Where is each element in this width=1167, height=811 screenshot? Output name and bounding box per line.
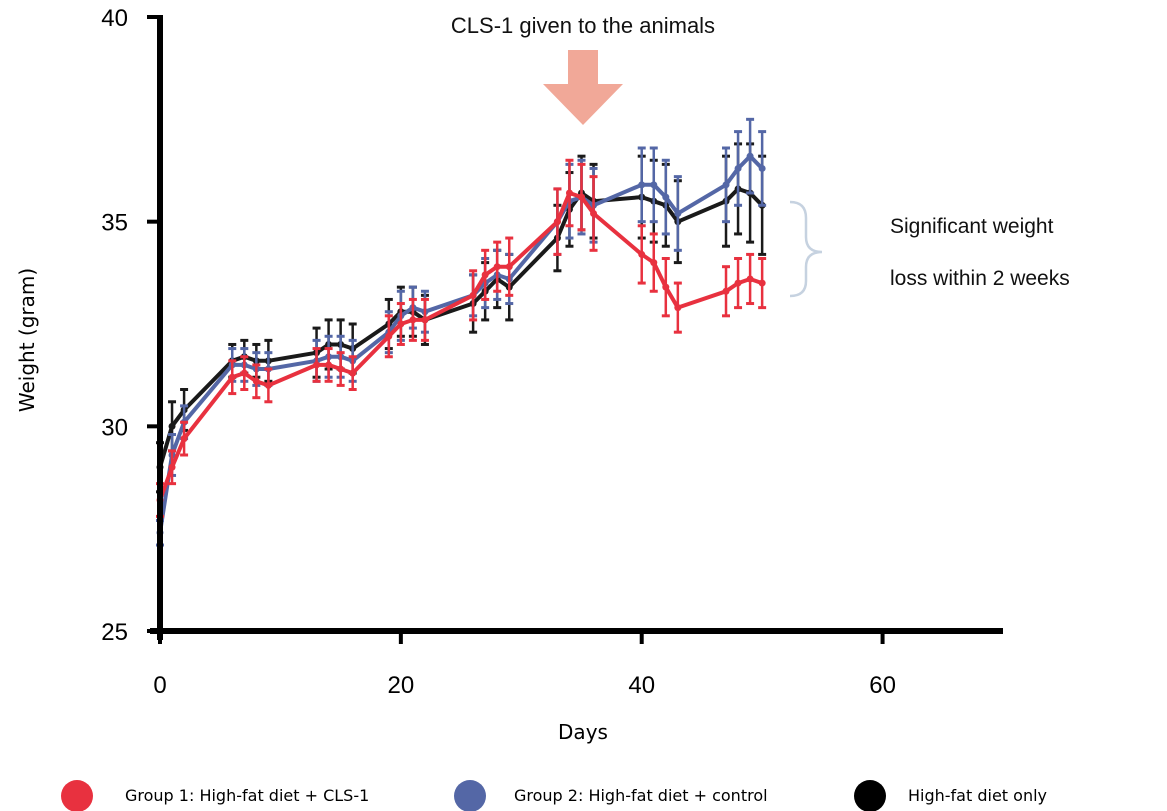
data-point [421,316,429,324]
data-point [469,291,477,299]
data-point [638,250,646,258]
series-3 [156,158,767,518]
tick-labels: 25 30 35 40 0 20 40 60 [101,5,896,699]
data-point [746,275,754,283]
data-point [662,283,670,291]
arrow-annotation-text: CLS-1 given to the animals [451,13,715,38]
x-tick-label: 60 [869,672,896,699]
data-point [722,287,730,295]
data-point [662,193,670,201]
data-point [385,332,393,340]
data-point [168,422,176,430]
data-point [565,189,573,197]
series-line [158,191,763,501]
data-point [240,369,248,377]
data-point [313,361,321,369]
data-point [758,279,766,287]
data-point [505,263,513,271]
data-point [674,304,682,312]
data-point [638,181,646,189]
data-point [325,361,333,369]
data-point [168,463,176,471]
legend-label: Group 1: High-fat diet + CLS-1 [125,786,369,805]
series-1 [156,142,767,494]
data-point [650,259,658,267]
right-brace-icon [789,200,823,298]
y-tick-label: 35 [101,210,128,237]
data-point [397,320,405,328]
data-point [409,316,417,324]
data-point [493,263,501,271]
legend-marker [454,780,486,811]
series-line [158,186,764,468]
data-point [180,435,188,443]
y-tick-label: 40 [101,5,128,32]
data-point [590,209,598,217]
data-point [722,181,730,189]
legend: Group 1: High-fat diet + CLS-1 Group 2: H… [61,780,1047,811]
data-point [674,209,682,217]
down-arrow-icon [543,50,623,125]
data-point [553,218,561,226]
data-point [578,193,585,201]
legend-label: Group 2: High-fat diet + control [514,786,768,805]
data-point [337,365,345,373]
data-point [349,369,357,377]
data-point [734,279,742,287]
axes [150,15,1003,640]
data-point [650,181,658,189]
legend-label: High-fat diet only [908,786,1047,805]
y-tick-label: 25 [101,619,128,646]
data-point [252,377,260,385]
brace-annotation-line2: loss within 2 weeks [890,267,1070,290]
x-tick-label: 20 [388,672,415,699]
x-tick-label: 0 [153,672,166,699]
data-point [746,152,754,160]
data-point [481,271,489,279]
brace-annotation-line1: Significant weight [890,215,1054,238]
y-axis-title: Weight (gram) [15,268,39,412]
data-point [758,164,766,172]
series-group [156,117,767,547]
legend-marker [61,780,93,811]
legend-marker [854,780,886,811]
data-point [734,164,742,172]
x-axis-title: Days [558,720,608,744]
data-point [228,373,236,381]
y-tick-label: 30 [101,414,128,441]
x-tick-label: 40 [628,672,655,699]
data-point [264,381,272,389]
